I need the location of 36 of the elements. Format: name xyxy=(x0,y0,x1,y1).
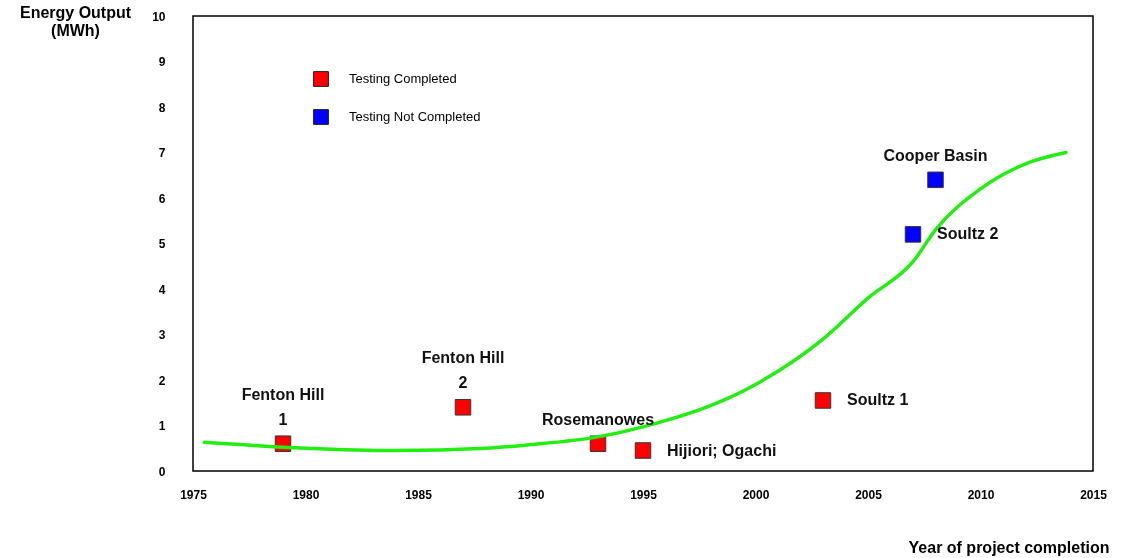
x-tick-label: 2000 xyxy=(742,487,770,502)
x-tick-label: 2005 xyxy=(855,487,883,502)
y-axis-title: Energy Output (MWh) xyxy=(19,3,132,39)
annotation: Hijiori; Ogachi xyxy=(667,441,777,459)
x-tick-label: 2010 xyxy=(967,487,995,502)
point xyxy=(814,392,832,409)
y-tick-label: 10 xyxy=(152,9,166,24)
y-tick-label: 6 xyxy=(158,191,166,206)
y-tick-label: 9 xyxy=(158,55,166,69)
x-tick-label: 1990 xyxy=(517,487,545,502)
x-tick-label: 1985 xyxy=(405,487,433,502)
y-tick-label: 8 xyxy=(158,100,166,115)
x-tick-label: 1980 xyxy=(292,487,320,502)
x-axis-title: Year of project completion xyxy=(908,538,1110,556)
y-tick-label: 3 xyxy=(158,328,166,342)
y-tick-label: 5 xyxy=(158,237,166,251)
legend-label: Testing Not Completed xyxy=(349,109,481,124)
y-tick-label: 0 xyxy=(158,464,166,479)
point xyxy=(927,171,944,189)
x-tick-label: 1995 xyxy=(630,487,658,502)
y-tick-label: 1 xyxy=(158,419,166,433)
point xyxy=(904,226,922,243)
y-tick-label: 4 xyxy=(158,282,166,297)
annotation: Soultz 2 xyxy=(937,225,999,243)
x-tick-label: 1975 xyxy=(180,487,208,502)
point xyxy=(634,442,652,459)
annotation: Rosemanowes xyxy=(541,410,655,428)
y-tick-label: 7 xyxy=(158,146,166,160)
x-tick-label: 2015 xyxy=(1080,487,1108,502)
annotation: Soultz 1 xyxy=(847,391,909,409)
y-tick-label: 2 xyxy=(158,373,166,388)
point xyxy=(454,399,472,416)
annotation: Cooper Basin xyxy=(883,146,988,164)
legend-label: Testing Completed xyxy=(349,71,457,86)
annotation: Fenton Hill 1 xyxy=(241,385,325,428)
annotation: Fenton Hill 2 xyxy=(421,349,505,392)
